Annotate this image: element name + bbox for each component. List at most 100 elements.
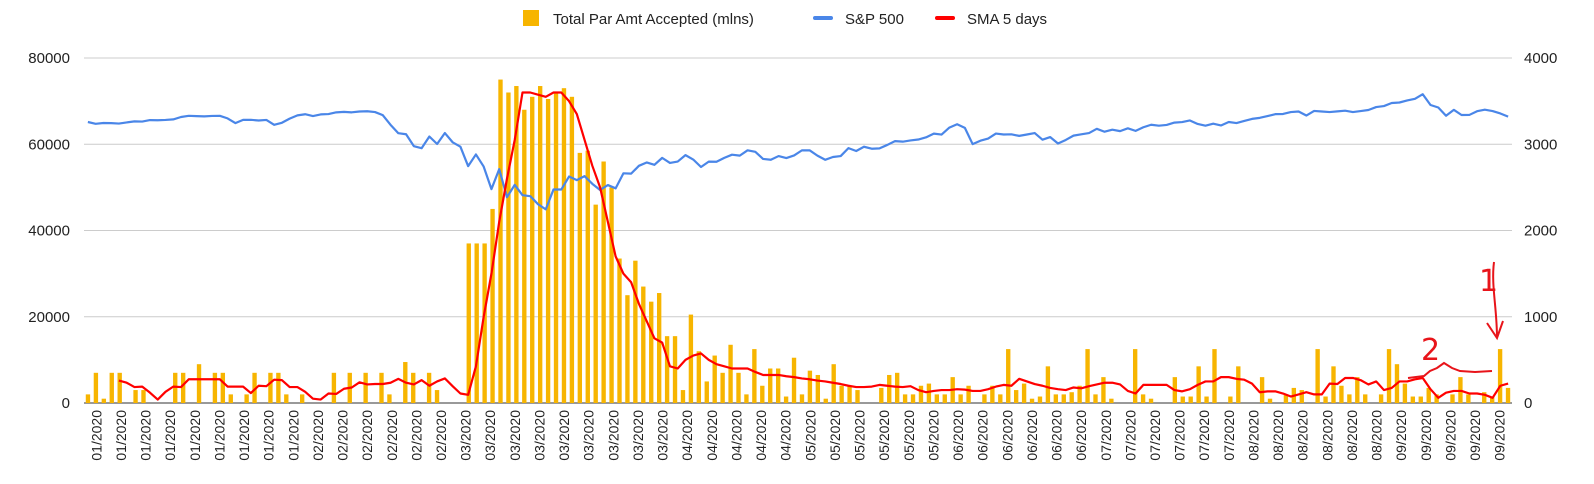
bar: [411, 372, 416, 403]
y-left-tick-label: 20000: [28, 309, 70, 326]
bar: [1101, 377, 1106, 404]
bar: [649, 301, 654, 403]
x-tick-label: 02/2020: [310, 410, 326, 461]
x-tick-label: 07/2020: [1147, 410, 1163, 461]
bar: [387, 394, 392, 404]
bar: [664, 336, 670, 403]
bar: [1132, 349, 1138, 403]
bar: [506, 92, 511, 403]
bar: [807, 370, 813, 403]
x-tick-label: 06/2020: [1024, 410, 1040, 461]
bar: [1450, 394, 1455, 404]
bar: [133, 390, 138, 403]
bar-series: [85, 79, 1511, 404]
bar: [609, 187, 614, 404]
x-tick-label: 05/2020: [901, 410, 917, 461]
bar: [1061, 394, 1066, 404]
bar: [712, 355, 717, 403]
bar: [220, 372, 226, 403]
x-tick-label: 01/2020: [236, 410, 252, 461]
bar: [696, 351, 702, 403]
bar: [791, 357, 797, 403]
x-tick-label: 01/2020: [187, 410, 203, 461]
bar: [1109, 398, 1114, 403]
x-tick-label: 02/2020: [384, 410, 400, 461]
x-tick-label: 06/2020: [1049, 410, 1065, 461]
bar: [593, 204, 598, 403]
y-left-tick-label: 80000: [28, 50, 70, 67]
bar: [910, 394, 916, 404]
bar: [672, 336, 678, 403]
bar: [1236, 366, 1241, 403]
x-tick-label: 02/2020: [335, 410, 351, 461]
bar: [1418, 396, 1423, 403]
x-tick-label: 03/2020: [605, 410, 621, 461]
x-tick-label: 04/2020: [753, 410, 769, 461]
bar: [228, 394, 233, 404]
bar: [918, 385, 924, 403]
bar: [855, 390, 860, 403]
x-tick-label: 08/2020: [1295, 410, 1311, 461]
annotation-1-text: 1: [1479, 264, 1498, 299]
bar: [1228, 396, 1233, 403]
bar: [1283, 394, 1289, 404]
bar: [1259, 377, 1265, 404]
bar: [173, 372, 178, 403]
bar: [728, 344, 733, 403]
bar: [1378, 394, 1384, 404]
annotation-2-scribble: [1407, 361, 1493, 379]
x-tick-label: 04/2020: [679, 410, 695, 461]
bar: [474, 243, 479, 403]
x-tick-label: 05/2020: [852, 410, 868, 461]
bar: [196, 364, 202, 403]
x-tick-label: 06/2020: [975, 410, 991, 461]
bar: [299, 394, 305, 404]
bar: [363, 372, 368, 403]
bar: [894, 372, 900, 403]
bar: [244, 394, 249, 404]
bar: [1299, 390, 1304, 403]
bar: [1006, 349, 1011, 403]
x-tick-label: 03/2020: [630, 410, 646, 461]
bar: [466, 243, 471, 403]
bar: [752, 349, 757, 403]
x-tick-label: 08/2020: [1245, 410, 1261, 461]
bar: [641, 286, 646, 403]
bar: [252, 372, 257, 403]
bar: [688, 314, 694, 403]
bar: [490, 208, 495, 403]
bar: [569, 96, 575, 403]
bar: [577, 152, 583, 404]
bar: [530, 96, 535, 403]
bar: [101, 398, 107, 403]
bar: [1069, 392, 1074, 403]
x-tick-label: 05/2020: [802, 410, 818, 461]
x-tick-label: 02/2020: [359, 410, 375, 461]
bar: [1434, 394, 1439, 404]
bar: [760, 385, 765, 403]
bar: [1085, 349, 1090, 403]
bar: [331, 372, 337, 403]
y-axis-left: 0 20000 40000 60000 80000: [28, 50, 70, 412]
bar: [1410, 396, 1416, 403]
bar: [1355, 377, 1360, 404]
x-tick-label: 08/2020: [1319, 410, 1335, 461]
y-left-tick-label: 40000: [28, 223, 70, 240]
x-tick-label: 04/2020: [778, 410, 794, 461]
bar: [1045, 366, 1051, 403]
bar: [633, 260, 638, 403]
x-tick-label: 07/2020: [1098, 410, 1114, 461]
y-axis-right: 0 1000 2000 3000 4000: [1524, 50, 1557, 412]
bar: [1180, 396, 1185, 403]
bar: [934, 394, 940, 404]
bar: [1497, 349, 1503, 403]
bar: [514, 86, 519, 403]
bar: [553, 92, 559, 403]
bar: [1466, 394, 1471, 404]
x-tick-label: 01/2020: [113, 410, 129, 461]
bar: [879, 387, 884, 403]
bar: [434, 390, 440, 403]
bar: [799, 394, 805, 404]
bar: [1347, 394, 1352, 404]
x-tick-label: 08/2020: [1270, 410, 1286, 461]
